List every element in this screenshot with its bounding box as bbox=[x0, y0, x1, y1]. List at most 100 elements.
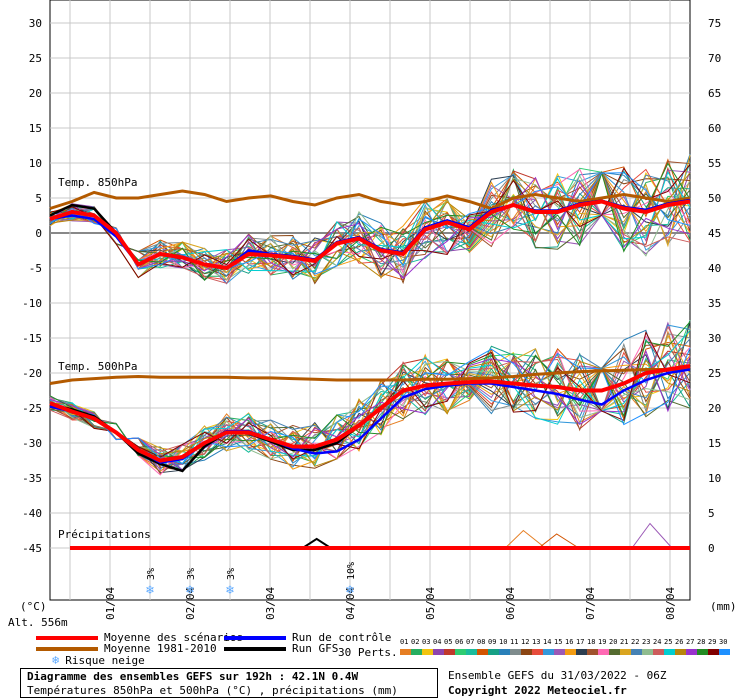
perturbation-swatch bbox=[510, 649, 521, 655]
ensemble-member-line bbox=[49, 175, 691, 281]
snow-risk-markers: 3% ❄ 3% ❄ 3% ❄ 10% ❄ bbox=[145, 562, 357, 598]
perturbation-number: 06 bbox=[455, 638, 464, 646]
chart-title: Diagramme des ensembles GEFS sur 192h : … bbox=[27, 670, 359, 683]
perturbation-number: 05 bbox=[444, 638, 453, 646]
perturbation-swatch bbox=[477, 649, 488, 655]
right-tick-label: 55 bbox=[708, 157, 721, 170]
ensemble-member-line bbox=[49, 171, 691, 284]
gefs-ensemble-chart: 302520151050-5-10-15-20-25-30-35-40-4575… bbox=[8, 0, 737, 629]
right-tick-label: 75 bbox=[708, 17, 721, 30]
perturbation-swatch bbox=[708, 649, 719, 655]
right-tick-label: 0 bbox=[708, 542, 715, 555]
legend-swatch-mean bbox=[36, 635, 98, 640]
date-tick-label: 02/04 bbox=[184, 587, 197, 620]
perturbation-number: 13 bbox=[532, 638, 541, 646]
chart-title-box: Diagramme des ensembles GEFS sur 192h : … bbox=[20, 668, 438, 698]
perturbation-number: 08 bbox=[477, 638, 486, 646]
perturbation-number: 17 bbox=[576, 638, 585, 646]
snow-risk-percent: 3% bbox=[146, 568, 157, 580]
date-tick-label: 08/04 bbox=[664, 587, 677, 620]
perturbation-number: 18 bbox=[587, 638, 596, 646]
perturbation-swatch bbox=[400, 649, 411, 655]
perturbation-number: 25 bbox=[664, 638, 673, 646]
perturbation-swatch bbox=[653, 649, 664, 655]
perturbation-swatch bbox=[521, 649, 532, 655]
perturbation-number: 15 bbox=[554, 638, 563, 646]
perturbation-number: 23 bbox=[642, 638, 651, 646]
main-series bbox=[49, 189, 691, 550]
ensemble-member-line bbox=[49, 167, 691, 281]
perturbation-swatch bbox=[620, 649, 631, 655]
date-tick-label: 07/04 bbox=[584, 587, 597, 620]
perturbation-swatch bbox=[609, 649, 620, 655]
perturbation-swatch bbox=[719, 649, 730, 655]
right-tick-label: 35 bbox=[708, 297, 721, 310]
legend-gfs: Run GFS bbox=[224, 642, 338, 655]
perturbation-swatches bbox=[400, 649, 730, 655]
snow-risk-percent: 3% bbox=[226, 568, 237, 580]
chart-subtitle: Températures 850hPa et 500hPa (°C) , pré… bbox=[27, 684, 398, 697]
perturbation-numbers: 01 02 03 04 05 06 07 08 09 10 11 12 13 14 15 16 17 18 19 20… bbox=[400, 638, 730, 648]
left-tick-label: -40 bbox=[22, 507, 42, 520]
perturbation-swatch bbox=[455, 649, 466, 655]
left-tick-label: -15 bbox=[22, 332, 42, 345]
perturbation-number: 09 bbox=[488, 638, 497, 646]
perturbation-swatch bbox=[631, 649, 642, 655]
perturbation-swatch bbox=[554, 649, 565, 655]
legend-snow-risk: ❄ Risque neige bbox=[52, 653, 145, 667]
snowflake-icon: ❄ bbox=[185, 583, 194, 598]
perturbation-number: 10 bbox=[499, 638, 508, 646]
perturbation-swatch bbox=[642, 649, 653, 655]
precip-gfs-peak bbox=[302, 537, 332, 549]
snowflake-icon: ❄ bbox=[345, 583, 354, 598]
left-tick-label: 0 bbox=[35, 227, 42, 240]
left-tick-label: -25 bbox=[22, 402, 42, 415]
perturbation-number: 30 bbox=[719, 638, 728, 646]
precip-member-peak bbox=[631, 522, 673, 549]
legend-mean-scenarios: Moyenne des scénarios bbox=[36, 631, 243, 644]
t850-mean-line bbox=[49, 199, 691, 271]
perturbation-swatch bbox=[499, 649, 510, 655]
right-axis-unit: (mm) bbox=[710, 600, 737, 613]
section-label-t500: Temp. 500hPa bbox=[58, 360, 137, 373]
snowflake-icon: ❄ bbox=[52, 653, 60, 667]
ensemble-member-line bbox=[49, 172, 691, 285]
perturbation-swatch bbox=[466, 649, 477, 655]
perturbation-number: 14 bbox=[543, 638, 552, 646]
perturbation-swatch bbox=[411, 649, 422, 655]
ensemble-member-line bbox=[49, 335, 691, 476]
perturbation-swatch bbox=[422, 649, 433, 655]
ensemble-member-line bbox=[49, 171, 691, 277]
perturbation-swatch bbox=[587, 649, 598, 655]
right-tick-label: 10 bbox=[708, 472, 721, 485]
perturbation-number: 01 bbox=[400, 638, 409, 646]
precip-member-peak bbox=[504, 529, 546, 549]
legend-label-gfs: Run GFS bbox=[292, 642, 339, 655]
ensemble-member-line bbox=[49, 171, 691, 275]
t500-mean-line bbox=[49, 364, 691, 463]
plot-frame bbox=[49, 0, 691, 601]
right-tick-label: 5 bbox=[708, 507, 715, 520]
snow-risk-percent: 10% bbox=[346, 562, 357, 580]
ensemble-member-line bbox=[49, 162, 691, 281]
ensemble-run-label: Ensemble GEFS du 31/03/2022 - 06Z bbox=[448, 669, 667, 682]
snowflake-icon: ❄ bbox=[145, 583, 154, 598]
left-tick-label: 10 bbox=[29, 157, 42, 170]
left-tick-label: -10 bbox=[22, 297, 42, 310]
perturbation-number: 27 bbox=[686, 638, 695, 646]
snow-risk-percent: 3% bbox=[186, 568, 197, 580]
right-tick-label: 20 bbox=[708, 402, 721, 415]
perturbation-swatch bbox=[576, 649, 587, 655]
legend-label-mean: Moyenne des scénarios bbox=[104, 631, 244, 644]
ensemble-member-line bbox=[49, 334, 691, 465]
right-tick-label: 60 bbox=[708, 122, 721, 135]
ensemble-members bbox=[49, 154, 691, 549]
left-tick-label: 25 bbox=[29, 52, 42, 65]
perturbation-number: 21 bbox=[620, 638, 629, 646]
precip-member-peak bbox=[538, 533, 579, 549]
t850-climate-mean-line bbox=[49, 189, 691, 211]
date-tick-label: 04/04 bbox=[344, 587, 357, 620]
ensemble-member-line bbox=[49, 347, 691, 464]
left-tick-label: -20 bbox=[22, 367, 42, 380]
right-tick-label: 40 bbox=[708, 262, 721, 275]
